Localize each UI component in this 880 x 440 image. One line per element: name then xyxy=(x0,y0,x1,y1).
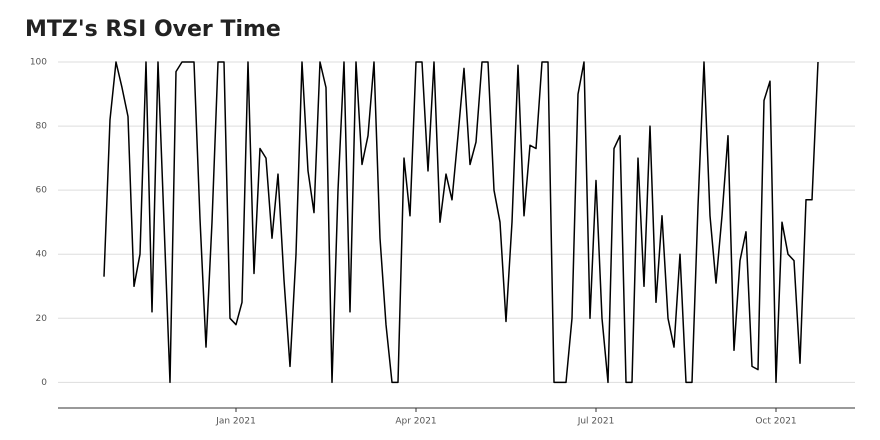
chart-title: MTZ's RSI Over Time xyxy=(25,17,281,42)
y-tick-label: 0 xyxy=(41,378,47,388)
y-tick-label: 20 xyxy=(36,314,48,324)
x-tick-label: Oct 2021 xyxy=(755,417,796,427)
y-tick-label: 40 xyxy=(36,250,48,260)
x-tick-label: Jul 2021 xyxy=(577,417,615,427)
rsi-line xyxy=(103,61,819,384)
x-tick-label: Jan 2021 xyxy=(215,417,256,427)
y-tick-label: 60 xyxy=(36,186,48,196)
x-tick-label: Apr 2021 xyxy=(395,417,436,427)
y-tick-label: 100 xyxy=(30,58,47,68)
y-tick-label: 80 xyxy=(36,122,48,132)
